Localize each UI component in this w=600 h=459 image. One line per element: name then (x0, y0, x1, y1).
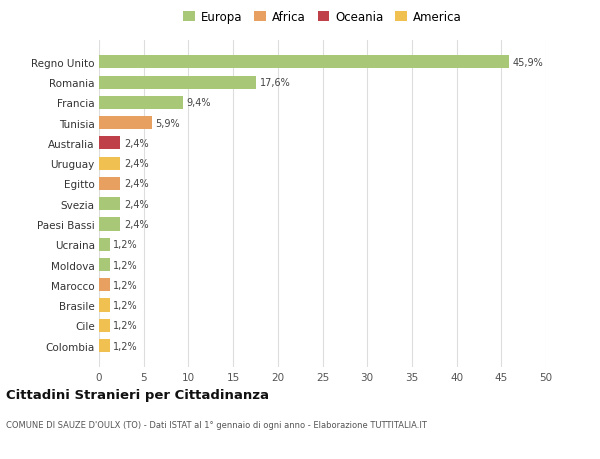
Text: 1,2%: 1,2% (113, 240, 138, 250)
Bar (99, 218, 121, 231)
Text: COMUNE DI SAUZE D'OULX (TO) - Dati ISTAT al 1° gennaio di ogni anno - Elaborazio: COMUNE DI SAUZE D'OULX (TO) - Dati ISTAT… (6, 420, 427, 429)
Bar (99, 279, 110, 292)
Bar (99, 117, 152, 130)
Text: 5,9%: 5,9% (155, 118, 180, 129)
Text: 1,2%: 1,2% (113, 320, 138, 330)
Bar (99, 299, 110, 312)
Text: 9,4%: 9,4% (187, 98, 211, 108)
Text: 1,2%: 1,2% (113, 280, 138, 290)
Text: 2,4%: 2,4% (124, 139, 149, 149)
Text: 1,2%: 1,2% (113, 260, 138, 270)
Text: 2,4%: 2,4% (124, 179, 149, 189)
Text: 2,4%: 2,4% (124, 199, 149, 209)
Text: 2,4%: 2,4% (124, 219, 149, 230)
Text: 2,4%: 2,4% (124, 159, 149, 169)
Text: 17,6%: 17,6% (260, 78, 290, 88)
Bar (99, 319, 110, 332)
Legend: Europa, Africa, Oceania, America: Europa, Africa, Oceania, America (183, 11, 462, 24)
Text: 1,2%: 1,2% (113, 300, 138, 310)
Bar (99, 258, 110, 271)
Bar (99, 198, 121, 211)
Bar (99, 96, 183, 110)
Bar (99, 339, 110, 353)
Bar (99, 178, 121, 190)
Text: 45,9%: 45,9% (513, 58, 544, 67)
Text: Cittadini Stranieri per Cittadinanza: Cittadini Stranieri per Cittadinanza (6, 388, 269, 401)
Bar (99, 56, 509, 69)
Bar (99, 137, 121, 150)
Bar (99, 238, 110, 251)
Bar (99, 76, 256, 90)
Bar (99, 157, 121, 170)
Text: 1,2%: 1,2% (113, 341, 138, 351)
